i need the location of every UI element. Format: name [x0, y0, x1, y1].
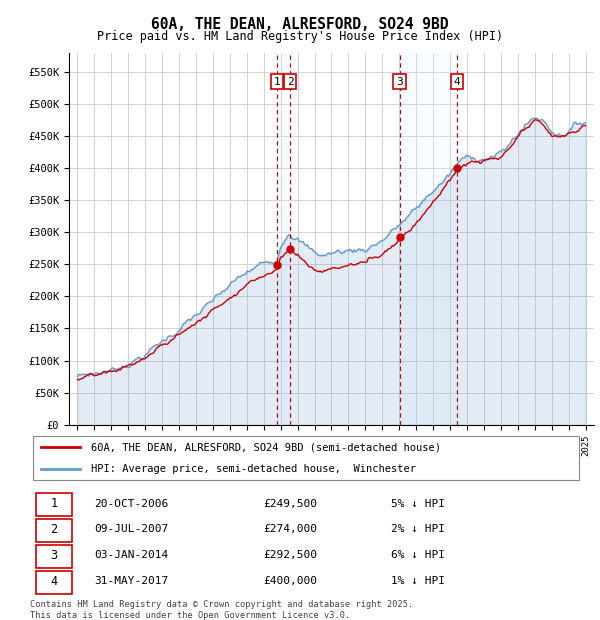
Text: Price paid vs. HM Land Registry's House Price Index (HPI): Price paid vs. HM Land Registry's House … — [97, 30, 503, 43]
Text: 3: 3 — [396, 76, 403, 87]
Text: 5% ↓ HPI: 5% ↓ HPI — [391, 498, 445, 508]
Text: 2: 2 — [287, 76, 293, 87]
Text: HPI: Average price, semi-detached house,  Winchester: HPI: Average price, semi-detached house,… — [91, 464, 416, 474]
Text: £292,500: £292,500 — [263, 551, 317, 560]
FancyBboxPatch shape — [35, 494, 71, 516]
Text: 3: 3 — [50, 549, 58, 562]
Text: 1: 1 — [274, 76, 281, 87]
Text: 2% ↓ HPI: 2% ↓ HPI — [391, 525, 445, 534]
Bar — [277, 53, 290, 425]
Text: 1: 1 — [50, 497, 58, 510]
FancyBboxPatch shape — [33, 436, 580, 480]
Text: 20-OCT-2006: 20-OCT-2006 — [94, 498, 168, 508]
Text: £274,000: £274,000 — [263, 525, 317, 534]
Text: £249,500: £249,500 — [263, 498, 317, 508]
Text: £400,000: £400,000 — [263, 577, 317, 587]
Text: 4: 4 — [454, 76, 461, 87]
FancyBboxPatch shape — [35, 545, 71, 568]
Text: 4: 4 — [50, 575, 58, 588]
Bar — [400, 53, 457, 425]
Text: 1% ↓ HPI: 1% ↓ HPI — [391, 577, 445, 587]
FancyBboxPatch shape — [35, 571, 71, 594]
Text: Contains HM Land Registry data © Crown copyright and database right 2025.
This d: Contains HM Land Registry data © Crown c… — [30, 600, 413, 619]
Text: 6% ↓ HPI: 6% ↓ HPI — [391, 551, 445, 560]
Text: 09-JUL-2007: 09-JUL-2007 — [94, 525, 168, 534]
Text: 03-JAN-2014: 03-JAN-2014 — [94, 551, 168, 560]
Text: 60A, THE DEAN, ALRESFORD, SO24 9BD: 60A, THE DEAN, ALRESFORD, SO24 9BD — [151, 17, 449, 32]
Text: 60A, THE DEAN, ALRESFORD, SO24 9BD (semi-detached house): 60A, THE DEAN, ALRESFORD, SO24 9BD (semi… — [91, 442, 441, 452]
Text: 31-MAY-2017: 31-MAY-2017 — [94, 577, 168, 587]
Text: 2: 2 — [50, 523, 58, 536]
FancyBboxPatch shape — [35, 520, 71, 542]
